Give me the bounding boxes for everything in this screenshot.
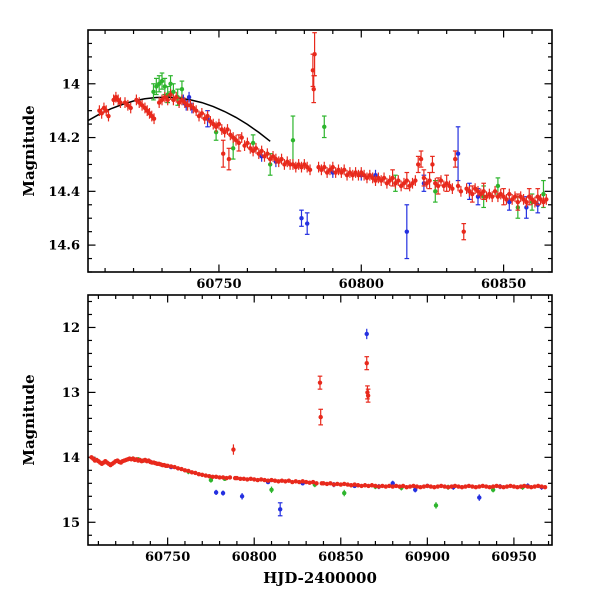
y-tick-label: 14.4 [48,185,80,200]
plot-area [89,328,548,517]
y-tick-label: 14 [62,451,80,466]
y-tick-label: 15 [62,516,80,531]
plot-frame [87,29,553,273]
x-tick-label: 60900 [405,550,450,565]
x-tick-label: 60800 [232,550,277,565]
y-tick-label: 12 [62,321,80,336]
y-axis-label: Magnitude [20,105,38,196]
panel-bottom: 60750 60800 60850 60900 60950 12 13 14 15 Magnitu… [20,294,553,587]
x-tick-label: 60950 [491,550,536,565]
plot-area [88,32,549,260]
axis-ticks [88,30,552,273]
series-red [97,32,549,241]
y-tick-label: 13 [62,386,80,401]
x-tick-label: 60850 [318,550,363,565]
x-tick-label: 60850 [481,277,526,292]
series-red [89,356,548,490]
plot-frame [87,294,553,546]
panel-top: 60750 60800 60850 14 14.2 14.4 14.6 Magnitude [20,29,553,292]
axis-ticks [88,295,552,545]
y-tick-label: 14.6 [48,239,80,254]
y-tick-label: 14 [62,77,80,92]
x-tick-label: 60750 [196,277,241,292]
y-axis-label: Magnitude [20,374,38,465]
x-tick-label: 60800 [339,277,384,292]
x-tick-label: 60750 [145,550,190,565]
y-tick-label: 14.2 [48,131,80,146]
x-axis-label: HJD-2400000 [263,569,377,587]
